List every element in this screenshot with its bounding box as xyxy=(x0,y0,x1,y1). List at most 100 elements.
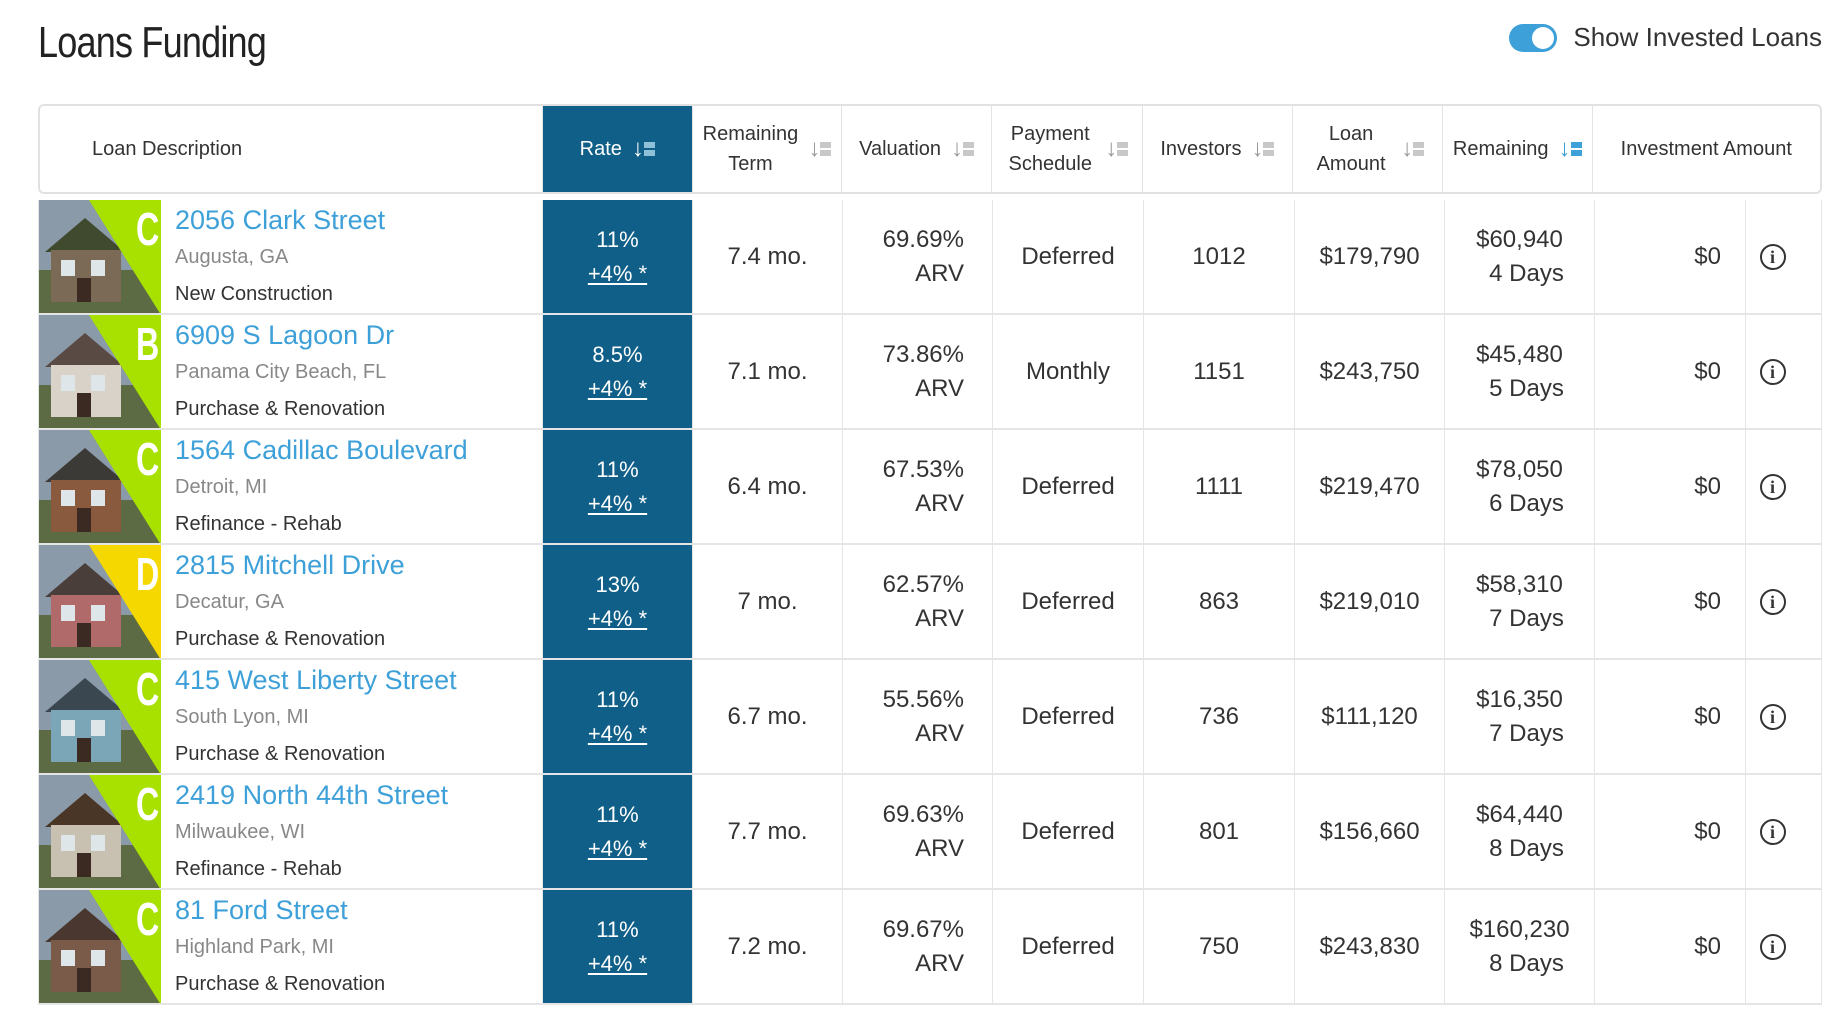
header-label: Investment Amount xyxy=(1620,138,1792,160)
remaining-term-cell: 6.7 mo. xyxy=(693,660,843,773)
rate-bonus-link[interactable]: +4% * xyxy=(587,835,648,861)
header-valuation[interactable]: Valuation ↓ xyxy=(842,106,992,192)
table-body: C 2056 Clark Street Augusta, GA New Cons… xyxy=(38,200,1822,1005)
rate-value: 11% xyxy=(596,226,639,252)
property-thumbnail[interactable]: D xyxy=(39,545,161,658)
remaining-amount-value: $64,440 xyxy=(1476,800,1563,828)
valuation-basis: ARV xyxy=(915,719,964,747)
rate-cell: 11% +4% * xyxy=(543,430,693,543)
payment-schedule-cell: Deferred xyxy=(993,200,1144,313)
info-cell: i xyxy=(1746,200,1799,313)
loan-address-link[interactable]: 415 West Liberty Street xyxy=(175,664,457,695)
investment-amount-cell: $0 xyxy=(1595,660,1746,773)
rate-bonus-link[interactable]: +4% * xyxy=(587,490,648,516)
valuation-cell: 73.86% ARV xyxy=(843,315,993,428)
table-row[interactable]: C 2056 Clark Street Augusta, GA New Cons… xyxy=(38,200,1822,315)
remaining-term-cell: 7.7 mo. xyxy=(693,775,843,888)
loan-amount-value: $156,660 xyxy=(1319,817,1420,845)
info-icon[interactable]: i xyxy=(1759,933,1786,960)
info-cell: i xyxy=(1746,545,1799,658)
grade-badge: C xyxy=(135,893,159,945)
valuation-value: 67.53% xyxy=(882,455,964,483)
loan-type: Purchase & Renovation xyxy=(175,397,386,420)
property-thumbnail[interactable]: B xyxy=(39,315,161,428)
property-thumbnail[interactable]: C xyxy=(39,200,161,313)
loan-address-link[interactable]: 1564 Cadillac Boulevard xyxy=(175,434,468,465)
sort-icon[interactable]: ↓ xyxy=(632,134,655,164)
investors-cell: 750 xyxy=(1144,890,1295,1003)
rate-bonus-link[interactable]: +4% * xyxy=(587,375,648,401)
house-photo-icon xyxy=(39,660,161,773)
property-thumbnail[interactable]: C xyxy=(39,775,161,888)
rate-bonus-link[interactable]: +4% * xyxy=(587,260,648,286)
table-row[interactable]: B 6909 S Lagoon Dr Panama City Beach, FL… xyxy=(38,315,1822,430)
header-investors[interactable]: Investors ↓ xyxy=(1143,106,1294,192)
investment-amount-value: $0 xyxy=(1694,472,1721,500)
header-loan-amount[interactable]: Loan Amount ↓ xyxy=(1293,106,1443,192)
property-thumbnail[interactable]: C xyxy=(39,430,161,543)
table-row[interactable]: D 2815 Mitchell Drive Decatur, GA Purcha… xyxy=(38,545,1822,660)
property-thumbnail[interactable]: C xyxy=(39,890,161,1003)
loan-address-link[interactable]: 81 Ford Street xyxy=(175,894,348,925)
header-remaining[interactable]: Remaining ↓ xyxy=(1443,106,1593,192)
loan-amount-value: $179,790 xyxy=(1319,242,1420,270)
payment-schedule-cell: Deferred xyxy=(993,545,1144,658)
rate-cell: 11% +4% * xyxy=(543,775,693,888)
sort-icon[interactable]: ↓ xyxy=(1401,134,1425,164)
remaining-term-value: 7.7 mo. xyxy=(727,817,808,845)
loan-type: Purchase & Renovation xyxy=(175,972,386,995)
sort-icon[interactable]: ↓ xyxy=(1559,134,1582,164)
loan-address-link[interactable]: 2419 North 44th Street xyxy=(175,779,449,810)
loan-description-text: 2815 Mitchell Drive Decatur, GA Purchase… xyxy=(161,545,405,658)
investment-amount-cell: $0 xyxy=(1595,545,1746,658)
valuation-value: 55.56% xyxy=(882,685,964,713)
table-row[interactable]: C 81 Ford Street Highland Park, MI Purch… xyxy=(38,890,1822,1005)
remaining-cell: $160,230 8 Days xyxy=(1445,890,1595,1003)
sort-icon[interactable]: ↓ xyxy=(808,134,832,164)
remaining-cell: $45,480 5 Days xyxy=(1445,315,1595,428)
loan-amount-value: $219,470 xyxy=(1319,472,1420,500)
loan-city: Highland Park, MI xyxy=(175,935,334,958)
info-cell: i xyxy=(1746,660,1799,773)
loan-address-link[interactable]: 6909 S Lagoon Dr xyxy=(175,319,395,350)
valuation-basis: ARV xyxy=(915,489,964,517)
valuation-cell: 69.69% ARV xyxy=(843,200,993,313)
header-remaining-term[interactable]: Remaining Term ↓ xyxy=(693,106,843,192)
table-row[interactable]: C 2419 North 44th Street Milwaukee, WI R… xyxy=(38,775,1822,890)
rate-bonus-link[interactable]: +4% * xyxy=(587,720,648,746)
info-icon[interactable]: i xyxy=(1759,818,1786,845)
info-icon[interactable]: i xyxy=(1759,358,1786,385)
header-rate[interactable]: Rate ↓ xyxy=(542,106,693,192)
header-loan-description: Loan Description xyxy=(40,106,543,192)
info-icon[interactable]: i xyxy=(1759,703,1786,730)
loan-amount-cell: $156,660 xyxy=(1295,775,1445,888)
rate-bonus-link[interactable]: +4% * xyxy=(587,950,648,976)
rate-bonus-link[interactable]: +4% * xyxy=(587,605,648,631)
info-icon[interactable]: i xyxy=(1759,588,1786,615)
info-icon[interactable]: i xyxy=(1759,473,1786,500)
info-icon[interactable]: i xyxy=(1759,243,1786,270)
property-thumbnail[interactable]: C xyxy=(39,660,161,773)
remaining-days-value: 7 Days xyxy=(1489,719,1564,747)
show-invested-toggle[interactable] xyxy=(1509,23,1558,52)
investors-value: 1111 xyxy=(1194,472,1244,500)
sort-icon[interactable]: ↓ xyxy=(951,134,975,164)
remaining-days-value: 8 Days xyxy=(1489,949,1564,977)
payment-schedule-cell: Deferred xyxy=(993,430,1144,543)
table-row[interactable]: C 1564 Cadillac Boulevard Detroit, MI Re… xyxy=(38,430,1822,545)
sort-icon[interactable]: ↓ xyxy=(1251,134,1275,164)
loan-address-link[interactable]: 2056 Clark Street xyxy=(175,204,386,235)
loan-amount-value: $219,010 xyxy=(1319,587,1420,615)
show-invested-toggle-group[interactable]: Show Invested Loans xyxy=(1509,22,1822,53)
sort-icon[interactable]: ↓ xyxy=(1105,134,1129,164)
rate-cell: 13% +4% * xyxy=(543,545,693,658)
table-row[interactable]: C 415 West Liberty Street South Lyon, MI… xyxy=(38,660,1822,775)
house-photo-icon xyxy=(39,200,161,313)
loan-description-cell: D 2815 Mitchell Drive Decatur, GA Purcha… xyxy=(39,545,543,658)
loan-address-link[interactable]: 2815 Mitchell Drive xyxy=(175,549,405,580)
header-payment-schedule[interactable]: Payment Schedule ↓ xyxy=(992,106,1143,192)
loan-amount-cell: $243,750 xyxy=(1295,315,1445,428)
loan-type: Purchase & Renovation xyxy=(175,742,386,765)
header-label: Remaining xyxy=(1452,138,1549,160)
loan-city: Detroit, MI xyxy=(175,475,268,498)
